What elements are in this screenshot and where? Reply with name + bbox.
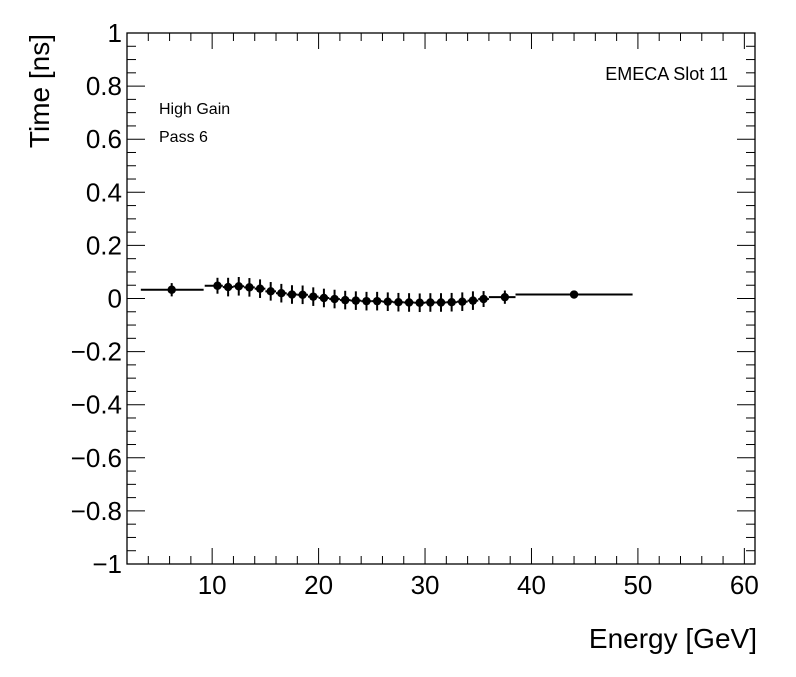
marker	[266, 287, 275, 296]
marker	[479, 294, 488, 304]
y-tick-label: 1	[108, 18, 122, 48]
data-point	[414, 293, 426, 313]
data-point	[425, 293, 436, 312]
marker	[351, 296, 361, 305]
data-point	[361, 291, 372, 311]
marker	[319, 293, 329, 303]
data-point	[265, 282, 277, 301]
marker	[213, 281, 222, 290]
y-tick-label: −1	[92, 549, 122, 579]
marker	[569, 290, 579, 299]
marker	[309, 292, 318, 301]
y-tick-label: −0.2	[71, 337, 122, 367]
x-tick-label: 10	[198, 570, 227, 600]
y-tick-label: −0.8	[71, 496, 122, 526]
data-point	[467, 291, 479, 310]
data-point	[350, 291, 362, 310]
data-point	[140, 283, 204, 297]
data-point	[339, 290, 351, 310]
marker	[287, 290, 297, 299]
data-point	[233, 276, 245, 296]
marker	[436, 298, 446, 307]
data-point	[244, 278, 255, 297]
y-tick-label: 0.6	[86, 124, 122, 154]
data-point	[371, 291, 383, 311]
marker	[245, 283, 254, 292]
data-point	[446, 292, 457, 312]
marker	[277, 288, 286, 298]
marker	[500, 292, 510, 302]
data-point	[204, 277, 223, 294]
y-tick-label: 0.2	[86, 230, 122, 260]
data-point	[286, 285, 298, 304]
marker	[330, 294, 339, 304]
x-tick-label: 50	[623, 570, 652, 600]
y-tick-labels: −1 −0.8 −0.6 −0.4 −0.2 0 0.2 0.4 0.6 0.8 1	[71, 18, 122, 579]
slot-annotation: EMECA Slot 11	[605, 64, 728, 84]
data-point	[488, 290, 516, 304]
marker	[223, 282, 233, 292]
data-point	[318, 288, 330, 308]
data-point	[297, 285, 308, 305]
data-point	[478, 291, 489, 307]
data-point	[456, 292, 468, 311]
marker	[234, 282, 243, 291]
data-point	[435, 293, 447, 312]
marker	[458, 297, 467, 306]
marker	[362, 296, 371, 306]
data-point	[307, 287, 319, 306]
data-point	[276, 283, 287, 303]
data-series	[140, 276, 633, 313]
y-tick-label: 0	[108, 284, 122, 314]
data-point	[382, 292, 394, 311]
x-tick-label: 40	[517, 570, 546, 600]
x-tick-labels: 10 20 30 40 50 60	[198, 570, 759, 600]
marker	[415, 298, 424, 307]
data-point	[254, 279, 266, 298]
marker	[341, 295, 350, 305]
data-point	[222, 277, 234, 297]
y-tick-label: −0.6	[71, 443, 122, 473]
marker	[298, 290, 307, 299]
gain-annotation: High Gain	[159, 101, 230, 118]
data-point	[403, 293, 415, 312]
marker	[394, 298, 403, 307]
marker	[447, 298, 456, 307]
x-tick-label: 60	[730, 570, 759, 600]
marker	[167, 285, 176, 294]
y-tick-label: 0.8	[86, 71, 122, 101]
marker	[426, 298, 435, 307]
axis-ticks	[126, 32, 755, 565]
pass-annotation: Pass 6	[159, 129, 208, 146]
marker	[383, 297, 392, 306]
marker	[468, 296, 478, 305]
data-point	[515, 290, 633, 299]
data-point	[329, 289, 340, 309]
marker	[404, 298, 414, 307]
y-tick-label: −0.4	[71, 390, 122, 420]
data-point	[393, 292, 404, 312]
x-tick-label: 20	[304, 570, 333, 600]
x-tick-label: 30	[411, 570, 440, 600]
y-tick-label: 0.4	[86, 177, 122, 207]
marker	[255, 284, 265, 293]
x-axis-label: Energy [GeV]	[589, 623, 757, 654]
marker	[372, 296, 382, 306]
y-axis-label: Time [ns]	[24, 34, 55, 148]
